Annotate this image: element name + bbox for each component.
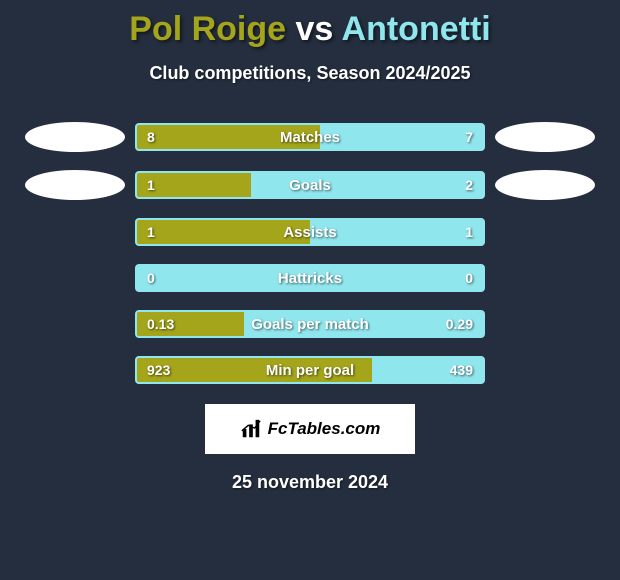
stat-row: 0Hattricks0 (0, 264, 620, 292)
vs-text: vs (296, 10, 334, 48)
stat-bar: 923Min per goal439 (135, 356, 485, 384)
stat-bar: 0.13Goals per match0.29 (135, 310, 485, 338)
stat-row: 1Goals2 (0, 170, 620, 200)
stat-bar: 1Goals2 (135, 171, 485, 199)
left-avatar-col (15, 170, 135, 200)
player2-avatar (495, 122, 595, 152)
stat-value-right: 0 (455, 266, 483, 290)
stat-label: Hattricks (137, 266, 483, 290)
player1-name: Pol Roige (129, 10, 286, 48)
stat-value-left: 1 (137, 220, 165, 244)
player1-avatar (25, 170, 125, 200)
stat-row: 8Matches7 (0, 122, 620, 152)
stat-row: 1Assists1 (0, 218, 620, 246)
stat-value-left: 1 (137, 173, 165, 197)
stat-value-left: 923 (137, 358, 180, 382)
stat-row: 923Min per goal439 (0, 356, 620, 384)
page-title: Pol Roige vs Antonetti (0, 0, 620, 49)
stat-value-left: 8 (137, 125, 165, 149)
stat-bar: 0Hattricks0 (135, 264, 485, 292)
stat-row: 0.13Goals per match0.29 (0, 310, 620, 338)
stat-value-left: 0 (137, 266, 165, 290)
stat-value-right: 7 (455, 125, 483, 149)
stats-container: 8Matches7 1Goals2 1Assists1 0Hattricks0 0.13… (0, 122, 620, 384)
stat-value-right: 439 (440, 358, 483, 382)
right-avatar-col (485, 170, 605, 200)
chart-icon (240, 418, 262, 440)
stat-value-right: 0.29 (436, 312, 483, 336)
stat-bar: 1Assists1 (135, 218, 485, 246)
brand-badge[interactable]: FcTables.com (205, 404, 415, 454)
stat-value-right: 1 (455, 220, 483, 244)
player2-avatar (495, 170, 595, 200)
subtitle: Club competitions, Season 2024/2025 (0, 63, 620, 84)
stat-value-left: 0.13 (137, 312, 184, 336)
brand-text: FcTables.com (268, 419, 381, 439)
right-avatar-col (485, 122, 605, 152)
left-avatar-col (15, 122, 135, 152)
player1-avatar (25, 122, 125, 152)
player2-name: Antonetti (342, 10, 491, 48)
stat-value-right: 2 (455, 173, 483, 197)
stat-bar: 8Matches7 (135, 123, 485, 151)
footer-date: 25 november 2024 (0, 472, 620, 493)
